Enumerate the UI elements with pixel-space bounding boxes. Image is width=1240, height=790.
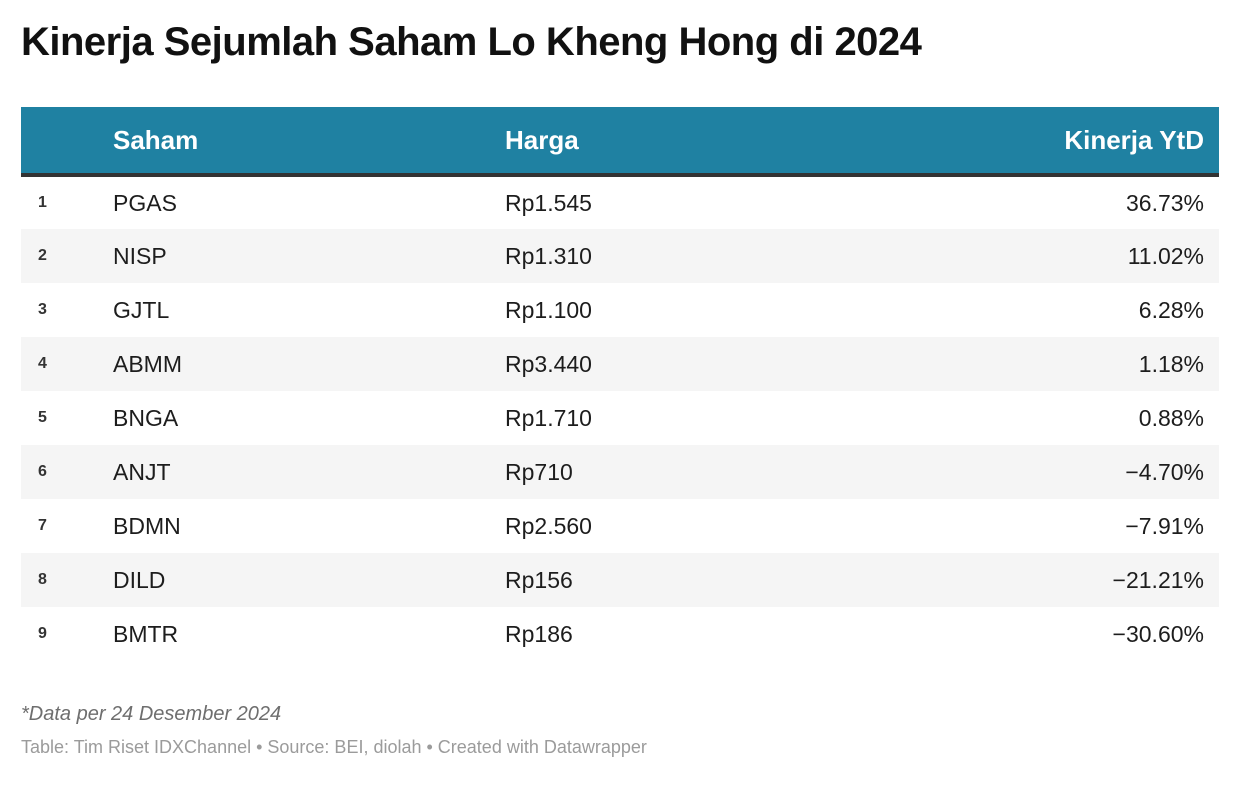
row-number: 3: [38, 301, 47, 318]
stock-price: Rp1.310: [505, 229, 885, 283]
stock-performance: −30.60%: [1112, 620, 1204, 647]
stocks-table: Saham Harga Kinerja YtD 1 PGAS Rp1.545 3…: [21, 107, 1219, 661]
stock-price: Rp1.100: [505, 296, 592, 323]
stock-price: Rp2.560: [505, 512, 592, 539]
row-number: 8: [21, 553, 113, 607]
table-row: 8 DILD Rp156 −21.21%: [21, 553, 1219, 607]
stock-performance: −4.70%: [885, 445, 1219, 499]
stock-performance: 6.28%: [1138, 296, 1204, 323]
stock-performance: 36.73%: [1125, 189, 1204, 216]
stock-performance: 0.88%: [1138, 404, 1204, 431]
stock-ticker: BNGA: [113, 404, 179, 431]
footnote: *Data per 24 Desember 2024: [21, 703, 282, 725]
table-row: 1 PGAS Rp1.545 36.73%: [21, 175, 1219, 229]
stock-performance: −21.21%: [885, 553, 1219, 607]
table-row: 4 ABMM Rp3.440 1.18%: [21, 337, 1219, 391]
stock-price: Rp3.440: [505, 337, 885, 391]
page-title: Kinerja Sejumlah Saham Lo Kheng Hong di …: [21, 20, 922, 64]
stock-price: Rp1.710: [505, 404, 592, 431]
row-number: 7: [38, 517, 47, 534]
col-header-saham: Saham: [113, 107, 505, 177]
stock-price: Rp1.545: [505, 189, 592, 216]
table-row: 5 BNGA Rp1.710 0.88%: [21, 391, 1219, 445]
table-row: 6 ANJT Rp710 −4.70%: [21, 445, 1219, 499]
table-row: 2 NISP Rp1.310 11.02%: [21, 229, 1219, 283]
table-row: 9 BMTR Rp186 −30.60%: [21, 607, 1219, 661]
stock-ticker: BMTR: [113, 620, 179, 647]
stock-price: Rp710: [505, 445, 885, 499]
table-row: 3 GJTL Rp1.100 6.28%: [21, 283, 1219, 337]
row-number: 5: [38, 409, 47, 426]
stock-ticker: GJTL: [113, 296, 170, 323]
row-number: 9: [38, 625, 47, 642]
stock-ticker: PGAS: [113, 189, 177, 216]
col-header-rank: [21, 107, 113, 177]
stock-price: Rp156: [505, 553, 885, 607]
stock-ticker: BDMN: [113, 512, 181, 539]
table-header-row: Saham Harga Kinerja YtD: [21, 107, 1219, 177]
stock-price: Rp186: [505, 620, 573, 647]
stock-performance: 11.02%: [885, 229, 1219, 283]
stock-performance: −7.91%: [1125, 512, 1204, 539]
stock-ticker: ABMM: [113, 337, 505, 391]
row-number: 2: [21, 229, 113, 283]
credits-line: Table: Tim Riset IDXChannel • Source: BE…: [21, 737, 647, 757]
row-number: 6: [21, 445, 113, 499]
stock-ticker: ANJT: [113, 445, 505, 499]
stock-ticker: DILD: [113, 553, 505, 607]
row-number: 1: [38, 194, 47, 211]
stock-ticker: NISP: [113, 229, 505, 283]
row-number: 4: [21, 337, 113, 391]
table-row: 7 BDMN Rp2.560 −7.91%: [21, 499, 1219, 553]
col-header-harga: Harga: [505, 107, 885, 177]
stock-performance: 1.18%: [885, 337, 1219, 391]
col-header-kinerja-ytd: Kinerja YtD: [885, 107, 1219, 177]
